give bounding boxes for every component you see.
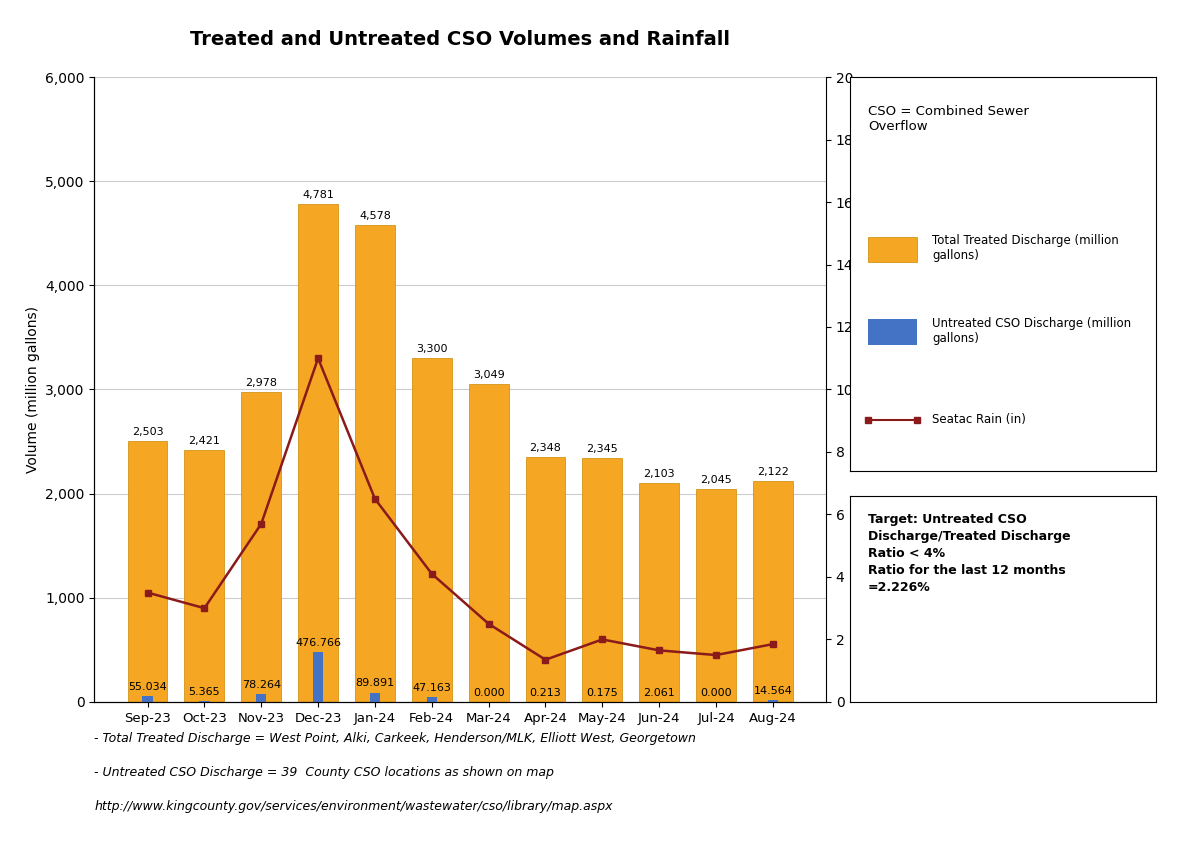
Text: 2,503: 2,503 [132,427,163,437]
Text: 78.264: 78.264 [242,680,281,690]
Text: 0.175: 0.175 [586,687,618,698]
Bar [127,441,168,702]
Text: 2,978: 2,978 [245,377,277,388]
Bar [184,449,224,702]
Text: 3,049: 3,049 [473,370,505,380]
Bar [753,481,793,702]
Bar [468,384,509,702]
Bar [299,204,337,702]
Bar [583,458,622,702]
Bar [313,652,323,702]
Text: http://www.kingcounty.gov/services/environment/wastewater/cso/library/map.aspx: http://www.kingcounty.gov/services/envir… [94,800,612,813]
Bar [143,696,152,702]
Text: 0.213: 0.213 [530,687,562,698]
Y-axis label: Rain (in): Rain (in) [860,360,874,419]
Text: 89.891: 89.891 [355,679,394,688]
Text: 2.061: 2.061 [643,687,675,698]
Text: 14.564: 14.564 [753,687,792,696]
Text: 3,300: 3,300 [417,344,447,354]
Text: - Total Treated Discharge = West Point, Alki, Carkeek, Henderson/MLK, Elliott We: - Total Treated Discharge = West Point, … [94,732,696,745]
Text: 476.766: 476.766 [295,638,341,648]
Text: 55.034: 55.034 [129,682,166,692]
Bar [256,693,267,702]
Text: 2,348: 2,348 [530,443,562,453]
Bar [369,693,380,702]
Text: Treated and Untreated CSO Volumes and Rainfall: Treated and Untreated CSO Volumes and Ra… [190,30,730,49]
Text: CSO = Combined Sewer
Overflow: CSO = Combined Sewer Overflow [868,104,1029,133]
Y-axis label: Volume (million gallons): Volume (million gallons) [26,306,40,473]
Bar [868,236,917,262]
Text: 2,103: 2,103 [643,469,675,479]
Text: 2,421: 2,421 [189,436,221,446]
Text: - Untreated CSO Discharge = 39  County CSO locations as shown on map: - Untreated CSO Discharge = 39 County CS… [94,766,555,779]
Bar [355,225,395,702]
Bar [696,489,736,702]
Bar [768,700,778,702]
Text: Untreated CSO Discharge (million
gallons): Untreated CSO Discharge (million gallons… [932,317,1132,345]
Bar [640,483,678,702]
Bar [412,359,452,702]
Text: 0.000: 0.000 [700,687,732,698]
Text: 0.000: 0.000 [473,687,504,698]
Text: 4,781: 4,781 [302,190,334,199]
Text: 2,045: 2,045 [700,475,732,484]
Text: Total Treated Discharge (million
gallons): Total Treated Discharge (million gallons… [932,235,1119,262]
Text: 2,122: 2,122 [756,467,788,477]
Bar [427,697,437,702]
Bar [868,319,917,345]
Text: 4,578: 4,578 [359,211,391,221]
Text: 2,345: 2,345 [586,443,618,454]
Bar [525,457,565,702]
Text: Seatac Rain (in): Seatac Rain (in) [932,413,1027,426]
Text: 47.163: 47.163 [412,683,451,693]
Bar [242,392,281,702]
Text: 5.365: 5.365 [189,687,221,697]
Text: Target: Untreated CSO
Discharge/Treated Discharge
Ratio < 4%
Ratio for the last : Target: Untreated CSO Discharge/Treated … [868,513,1070,594]
